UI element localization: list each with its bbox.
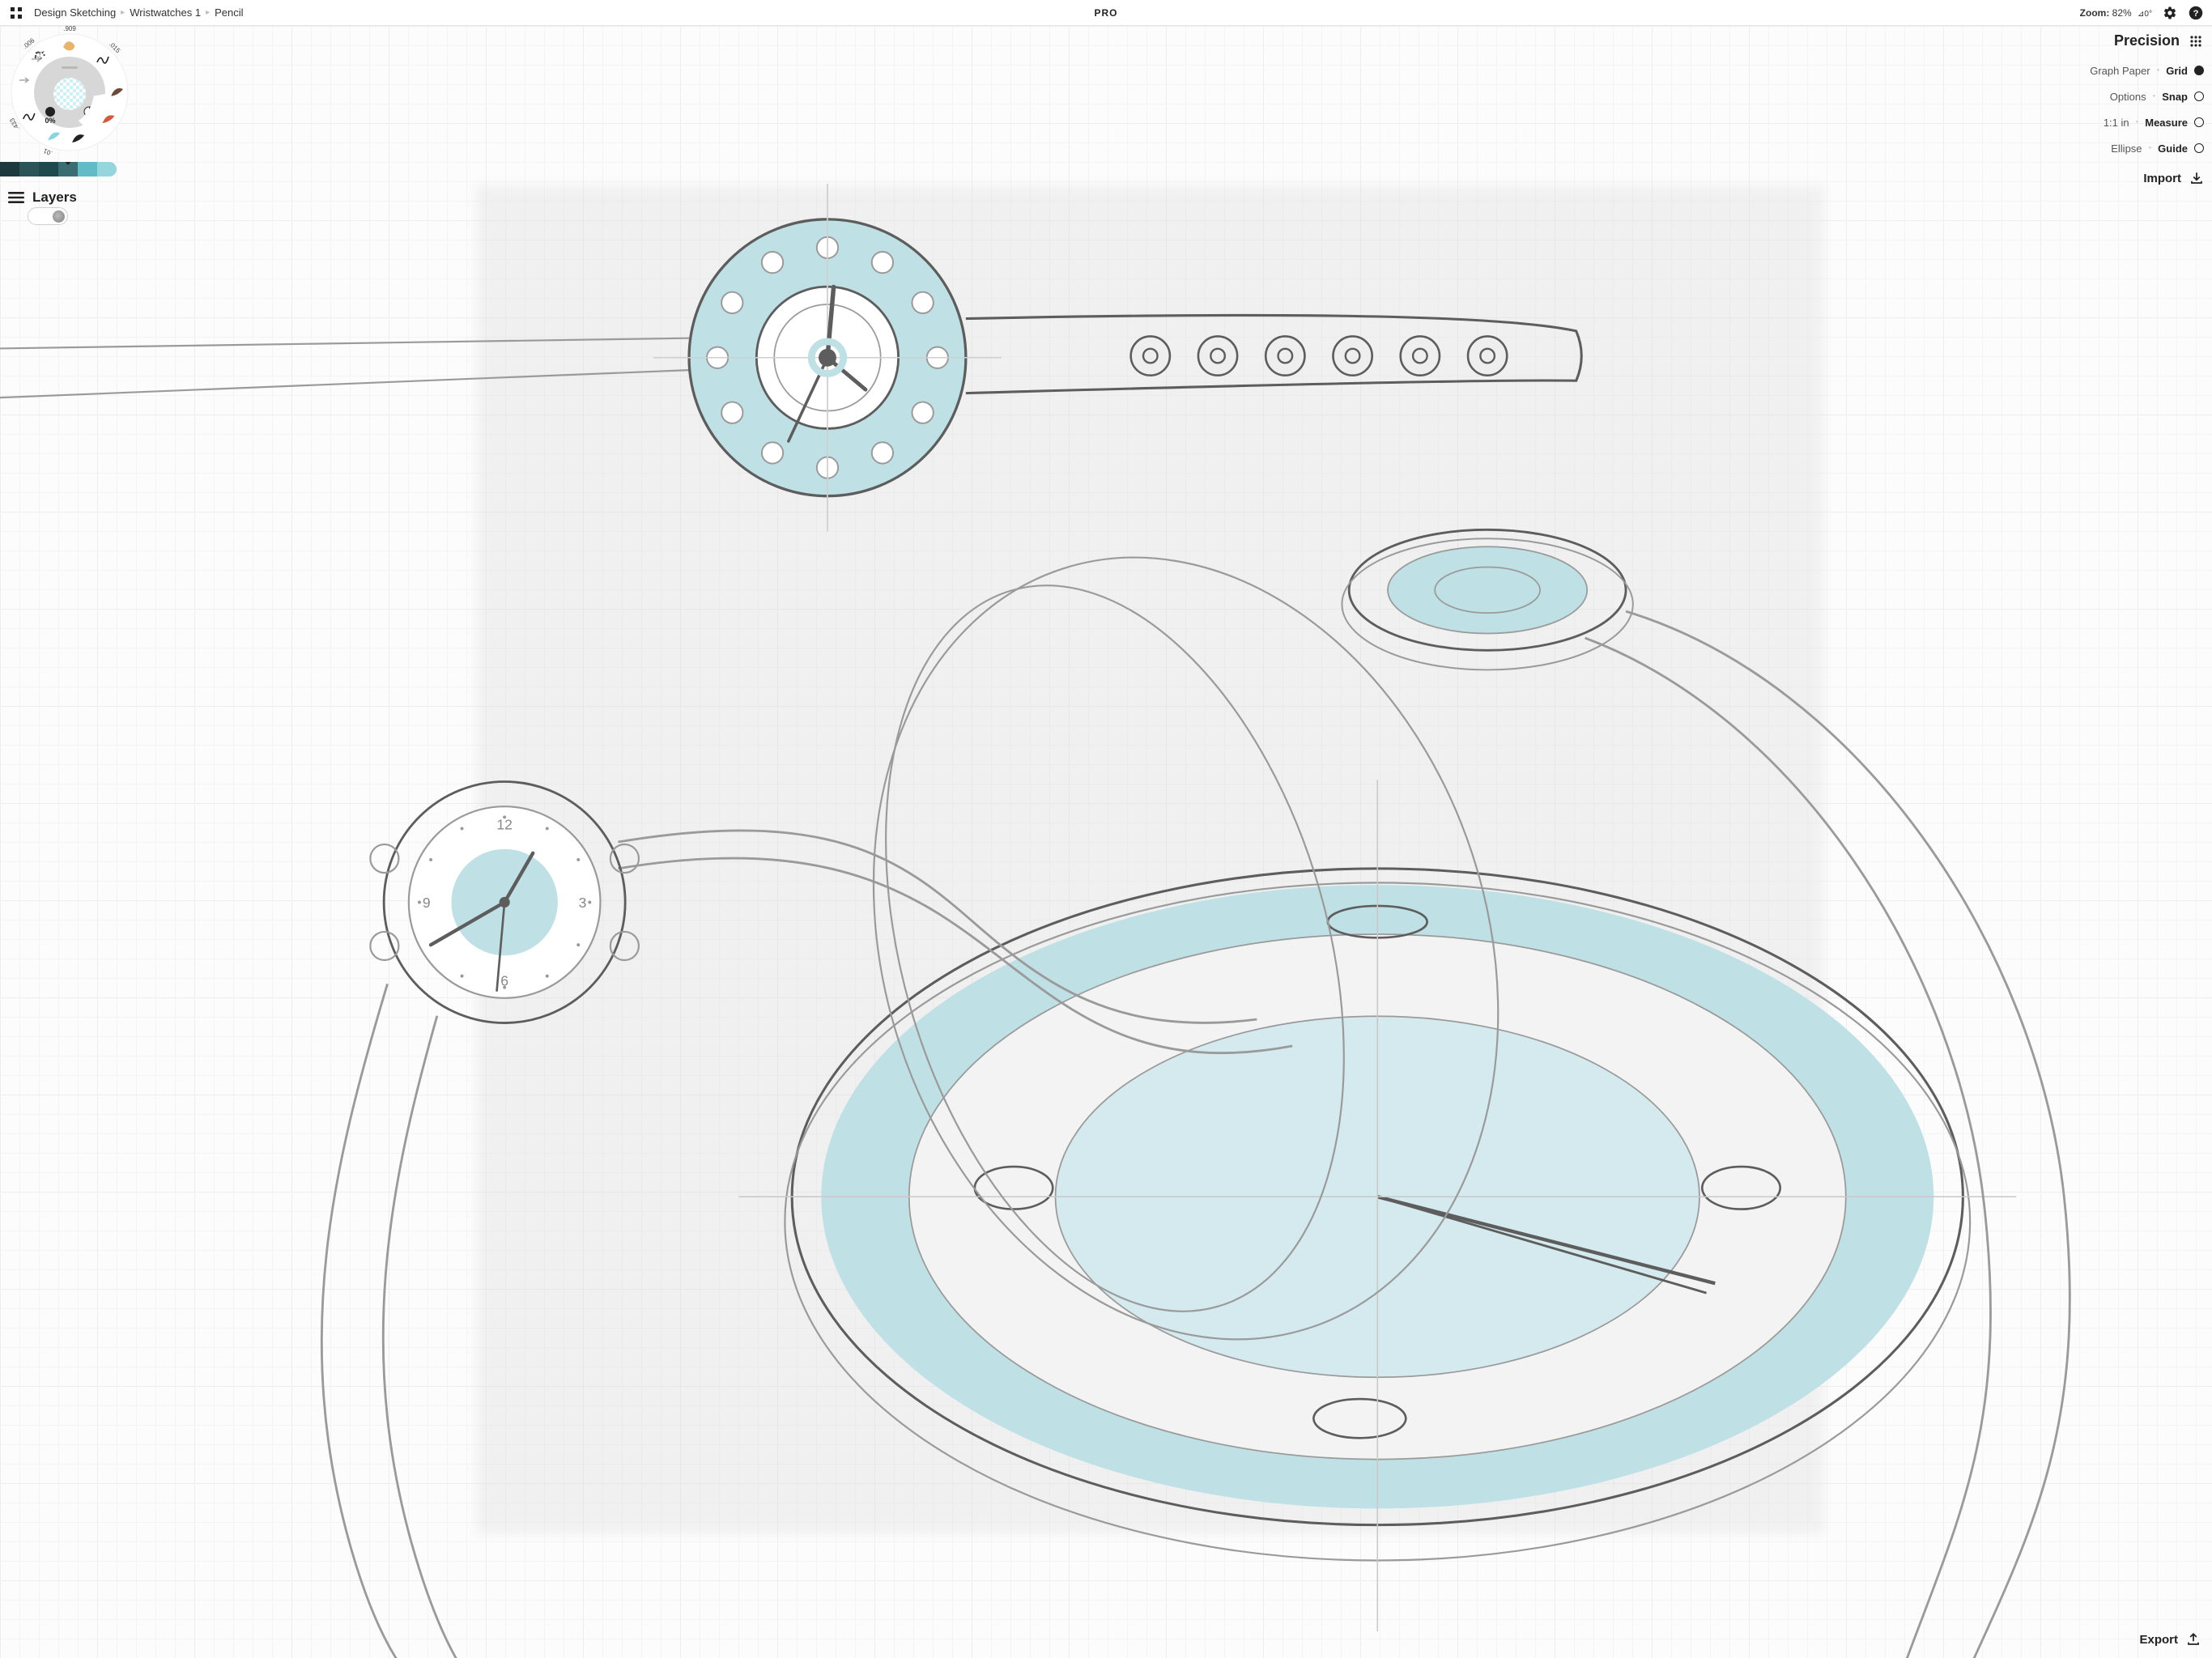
export-label: Export — [2139, 1633, 2178, 1647]
help-icon[interactable]: ? — [2188, 5, 2204, 21]
svg-text:9: 9 — [423, 895, 431, 911]
precision-radio[interactable] — [2194, 66, 2204, 75]
precision-left-label: Options — [2110, 91, 2146, 103]
color-swatch[interactable] — [58, 162, 78, 176]
svg-text:.909: .909 — [63, 25, 76, 32]
angle-value: ⊿0° — [2138, 10, 2152, 19]
precision-row[interactable]: Graph Paper●Grid — [2090, 57, 2204, 83]
import-button[interactable]: Import — [2090, 171, 2204, 185]
color-swatch[interactable] — [0, 162, 19, 176]
zoom-label: Zoom: — [2080, 7, 2110, 19]
precision-radio[interactable] — [2194, 91, 2204, 101]
layer-thumbnail[interactable] — [28, 207, 68, 225]
layers-button[interactable]: Layers — [8, 189, 77, 206]
precision-right-label: Measure — [2145, 117, 2188, 129]
precision-row[interactable]: Options●Snap — [2090, 83, 2204, 109]
pro-badge: PRO — [1094, 7, 1117, 19]
app-menu-icon[interactable] — [8, 5, 24, 21]
precision-right-label: Guide — [2158, 142, 2188, 155]
sketch-canvas[interactable]: 12369 — [0, 26, 2212, 1658]
layers-label: Layers — [32, 189, 77, 206]
precision-radio[interactable] — [2194, 143, 2204, 153]
svg-text:12: 12 — [496, 817, 512, 833]
drag-handle-icon[interactable] — [2188, 33, 2204, 49]
precision-radio[interactable] — [2194, 117, 2204, 127]
layers-icon — [8, 191, 24, 204]
import-icon — [2189, 171, 2204, 185]
color-swatch[interactable] — [97, 162, 117, 176]
zoom-value: 82% — [2112, 7, 2132, 19]
export-button[interactable]: Export — [2139, 1632, 2201, 1647]
precision-right-label: Snap — [2162, 91, 2188, 103]
export-icon — [2186, 1632, 2201, 1647]
precision-panel: Precision Graph Paper●GridOptions●Snap1:… — [2090, 32, 2204, 185]
precision-right-label: Grid — [2166, 65, 2188, 77]
color-swatch[interactable] — [78, 162, 97, 176]
color-swatch-bar[interactable] — [0, 162, 117, 176]
precision-title: Precision — [2114, 32, 2180, 49]
settings-gear-icon[interactable] — [2162, 5, 2178, 21]
svg-text:0%: 0% — [45, 117, 55, 125]
top-bar: Design Sketching▸Wristwatches 1▸Pencil P… — [0, 0, 2212, 26]
sketch-svg: 12369 — [0, 26, 2212, 1658]
precision-left-label: Ellipse — [2111, 142, 2142, 155]
precision-left-label: 1:1 in — [2104, 117, 2129, 129]
color-swatch[interactable] — [19, 162, 39, 176]
color-swatch[interactable] — [39, 162, 58, 176]
svg-text:3: 3 — [579, 895, 587, 911]
precision-row[interactable]: 1:1 in●Measure — [2090, 109, 2204, 135]
breadcrumb: Design Sketching▸Wristwatches 1▸Pencil — [34, 6, 244, 19]
breadcrumb-item[interactable]: Pencil — [215, 6, 243, 19]
precision-row[interactable]: Ellipse●Guide — [2090, 135, 2204, 161]
import-label: Import — [2143, 172, 2181, 185]
layer-thumb-dot — [53, 210, 65, 223]
svg-text:?: ? — [2193, 8, 2199, 18]
precision-left-label: Graph Paper — [2090, 65, 2150, 77]
breadcrumb-item[interactable]: Design Sketching — [34, 6, 116, 19]
svg-text:.01: .01 — [42, 147, 53, 156]
breadcrumb-item[interactable]: Wristwatches 1 — [130, 6, 201, 19]
zoom-indicator[interactable]: Zoom: 82% ⊿0° — [2080, 7, 2152, 19]
brush-wheel[interactable]: 0%18%.909.015.01.433.006 — [5, 28, 134, 157]
